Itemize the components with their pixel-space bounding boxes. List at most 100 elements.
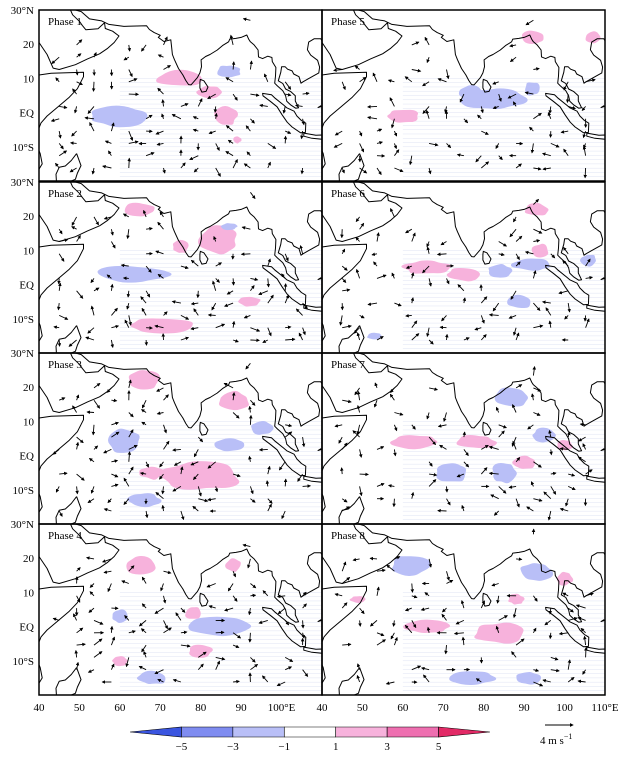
wind-arrow xyxy=(92,306,94,315)
negative-anomaly xyxy=(580,255,596,267)
wind-arrow xyxy=(533,69,539,70)
wind-arrow xyxy=(77,395,79,400)
wind-arrow xyxy=(52,119,60,121)
wind-arrow xyxy=(233,322,234,328)
wind-arrow xyxy=(394,449,395,455)
y-tick-label: 10°S xyxy=(12,142,34,154)
wind-arrow xyxy=(111,284,112,290)
wind-arrow xyxy=(246,363,251,369)
negative-anomaly xyxy=(217,66,240,78)
wind-vectors xyxy=(335,529,593,686)
wind-arrow xyxy=(89,608,94,612)
wind-arrow xyxy=(579,437,586,441)
wind-arrow xyxy=(427,413,429,419)
wind-arrow xyxy=(278,608,285,614)
wind-arrow xyxy=(464,449,468,455)
y-tick-label: EQ xyxy=(19,622,34,634)
wind-arrow xyxy=(227,291,233,294)
wind-arrow xyxy=(268,278,269,286)
wind-arrow xyxy=(250,328,259,331)
positive-anomaly xyxy=(238,297,261,307)
wind-arrow xyxy=(228,140,233,143)
wind-arrow xyxy=(157,388,164,391)
panel-label: Phase 6 xyxy=(331,188,365,200)
wind-arrow xyxy=(111,229,112,235)
wind-arrow xyxy=(94,620,103,624)
wind-arrow xyxy=(391,633,394,639)
wind-arrow xyxy=(192,303,199,304)
x-tick-label: 60 xyxy=(114,702,126,714)
wind-arrow xyxy=(334,143,342,147)
positive-anomaly xyxy=(387,110,418,123)
wind-arrow xyxy=(447,278,449,283)
wind-arrow xyxy=(429,278,431,286)
wind-arrow xyxy=(142,422,146,425)
wind-arrow xyxy=(458,285,464,291)
wind-arrow xyxy=(368,117,377,119)
negative-anomaly xyxy=(489,264,513,278)
wind-arrow xyxy=(111,400,116,401)
wind-arrow xyxy=(296,105,303,106)
wind-arrow xyxy=(355,66,359,70)
wind-arrow xyxy=(533,240,539,241)
wind-arrow xyxy=(104,509,111,511)
x-tick-label: 40 xyxy=(34,702,46,714)
wind-arrow xyxy=(543,302,551,303)
wind-arrow xyxy=(158,55,163,57)
wind-arrow xyxy=(285,131,290,133)
wind-arrow xyxy=(129,413,133,417)
wind-arrow xyxy=(496,407,498,412)
wind-arrow xyxy=(242,227,250,229)
wind-arrow xyxy=(551,473,556,474)
wind-arrow xyxy=(250,286,254,291)
y-tick-label: 30°N xyxy=(11,519,34,531)
wind-arrow xyxy=(533,628,536,633)
wind-arrow xyxy=(533,113,541,119)
wind-arrow xyxy=(250,633,251,642)
wind-arrow xyxy=(441,242,446,245)
wind-arrow xyxy=(516,559,522,560)
wind-arrow xyxy=(425,37,429,45)
wind-arrow xyxy=(277,682,285,686)
wind-arrow xyxy=(129,131,133,140)
wind-arrow xyxy=(551,143,559,147)
wind-arrow xyxy=(375,400,377,407)
y-tick-label: 30°N xyxy=(11,177,34,189)
wind-arrow xyxy=(190,156,199,160)
wind-arrow xyxy=(129,45,130,51)
wind-arrow xyxy=(216,657,225,659)
wind-arrow xyxy=(412,273,414,279)
wind-arrow xyxy=(353,559,359,560)
wind-arrow xyxy=(496,143,499,148)
wind-arrow xyxy=(191,328,198,329)
wind-arrow xyxy=(462,506,464,512)
y-tick-label: 20 xyxy=(23,553,35,565)
wind-arrow xyxy=(412,334,419,340)
wind-arrow xyxy=(394,425,396,431)
wind-arrow xyxy=(129,158,130,168)
wind-arrow xyxy=(146,462,148,467)
wind-arrow xyxy=(455,633,464,634)
wind-arrow xyxy=(59,283,60,291)
wind-arrow xyxy=(74,614,77,621)
wind-arrow xyxy=(250,416,251,425)
wind-arrow xyxy=(93,425,94,435)
wind-arrow xyxy=(377,633,384,636)
wind-arrow xyxy=(442,614,447,620)
colorbar-segment xyxy=(439,727,490,737)
positive-anomaly xyxy=(457,435,497,448)
wind-arrow xyxy=(233,645,239,647)
wind-arrow xyxy=(492,584,499,586)
colorbar-tick-label: −1 xyxy=(278,741,290,753)
wind-arrow xyxy=(493,303,499,311)
wind-arrow xyxy=(568,486,575,489)
wind-arrow xyxy=(301,246,303,254)
wind-arrow xyxy=(405,77,412,82)
wind-arrow xyxy=(425,593,429,596)
negative-anomaly xyxy=(516,672,541,685)
wind-arrow xyxy=(390,98,394,107)
wind-arrow xyxy=(125,320,129,328)
wind-arrow xyxy=(444,413,447,422)
wind-arrow xyxy=(303,328,306,335)
wind-arrow xyxy=(389,80,395,82)
